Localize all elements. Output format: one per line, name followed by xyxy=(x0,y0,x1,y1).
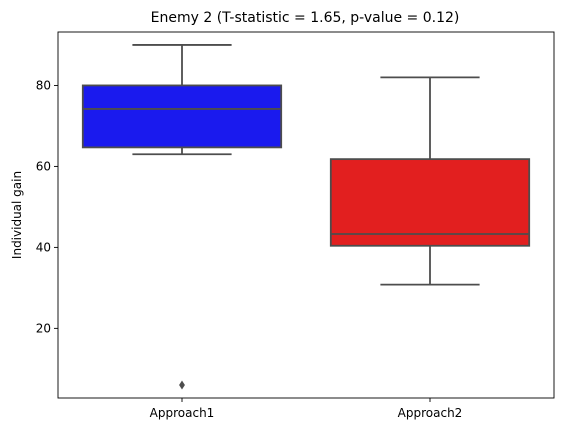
y-tick-label-60: 60 xyxy=(36,159,51,173)
y-tick-label-80: 80 xyxy=(36,78,51,92)
outlier-approach1-0 xyxy=(179,380,185,390)
box-approach2 xyxy=(329,158,531,247)
x-tick-label-approach1: Approach1 xyxy=(150,406,215,420)
axes-frame xyxy=(57,31,555,399)
plot-area: 20 40 60 80 Approach1 Approach2 xyxy=(36,31,555,420)
chart-title: Enemy 2 (T-statistic = 1.65, p-value = 0… xyxy=(151,10,460,26)
y-tick-label-20: 20 xyxy=(36,321,51,335)
x-tick-label-approach2: Approach2 xyxy=(398,406,463,420)
y-axis-label: Individual gain xyxy=(10,171,24,259)
box-approach1 xyxy=(81,84,283,149)
y-tick-label-40: 40 xyxy=(36,240,51,254)
